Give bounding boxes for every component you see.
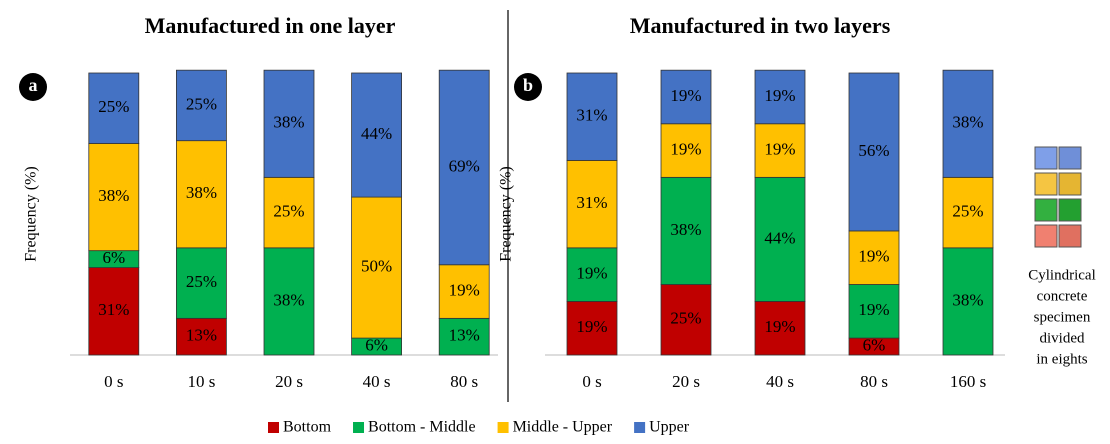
legend-swatch [497,422,509,433]
x-tick-label: 0 s [582,372,601,391]
data-label: 19% [576,317,607,336]
legend-swatch [634,422,646,433]
data-label: 19% [670,86,701,105]
panel-badge [19,73,47,101]
side-note: specimen [1034,309,1091,325]
bar-segment [263,247,315,356]
bar-segment [942,69,994,178]
data-label: 19% [764,139,795,158]
bar-segment [438,69,490,266]
bar-segment [660,176,712,285]
data-label: 50% [361,256,392,275]
bar-segment [566,160,618,249]
bar-segment [438,317,490,356]
data-label: 13% [449,326,480,345]
data-label: 19% [449,280,480,299]
x-tick-label: 40 s [363,372,391,391]
bar-segment [88,143,140,252]
y-axis-label: Frequency (%) [498,166,515,262]
panel-badge [514,73,542,101]
data-label: 31% [576,106,607,125]
data-label: 31% [98,300,129,319]
data-label: 19% [670,139,701,158]
data-label: 6% [102,248,125,267]
data-label: 25% [186,94,217,113]
bar-segment [848,284,900,339]
data-label: 19% [764,317,795,336]
bar-segment [660,69,712,125]
data-label: 56% [858,141,889,160]
data-label: 19% [764,86,795,105]
bar-segment [848,72,900,232]
data-label: 44% [764,228,795,247]
bar-segment [566,301,618,356]
bar-segment [754,69,806,125]
legend-label: Bottom - Middle [368,419,476,436]
x-tick-label: 160 s [950,372,986,391]
data-label: 38% [273,113,304,132]
side-note: concrete [1037,288,1088,304]
bar-segment [263,69,315,178]
side-note: Cylindrical [1028,267,1096,283]
bar-segment [848,230,900,285]
x-tick-label: 80 s [860,372,888,391]
data-label: 19% [858,300,889,319]
side-note: in eights [1036,351,1087,367]
data-label: 25% [273,201,304,220]
bar-segment [942,247,994,356]
data-label: 38% [952,290,983,309]
data-label: 6% [365,335,388,354]
data-label: 13% [186,326,217,345]
legend-label: Upper [649,419,690,436]
data-label: 38% [186,183,217,202]
data-label: 25% [186,272,217,291]
data-label: 19% [858,247,889,266]
data-label: 31% [576,193,607,212]
data-label: 25% [952,201,983,220]
bar-segment [175,69,227,142]
bar-segment [660,123,712,178]
x-tick-label: 10 s [187,372,215,391]
x-tick-label: 20 s [275,372,303,391]
legend-label: Middle - Upper [513,419,613,436]
side-note: divided [1040,330,1085,346]
chart-title: Manufactured in one layer [145,13,396,38]
y-axis-label: Frequency (%) [23,166,40,262]
panel-label: a [29,75,38,95]
data-label: 25% [670,309,701,328]
data-label: 6% [863,335,886,354]
bar-segment [566,247,618,302]
bar-segment [175,140,227,249]
x-tick-label: 40 s [766,372,794,391]
legend-swatch [353,422,365,433]
x-tick-label: 80 s [450,372,478,391]
data-label: 38% [670,220,701,239]
data-label: 25% [98,97,129,116]
bar-segment [88,72,140,144]
x-tick-label: 20 s [672,372,700,391]
bar-segment [88,267,140,356]
data-label: 44% [361,124,392,143]
bar-segment [175,247,227,319]
chart-title: Manufactured in two layers [630,13,891,38]
bar-segment [660,284,712,356]
data-label: 38% [952,113,983,132]
specimen-icon [1034,146,1082,248]
data-label: 38% [98,186,129,205]
bar-segment [754,123,806,178]
bar-segment [438,264,490,319]
bar-segment [351,72,403,198]
legend-swatch [268,422,279,433]
bar-segment [175,317,227,356]
bar-segment [566,72,618,161]
data-label: 38% [273,290,304,309]
data-label: 19% [576,264,607,283]
panel-label: b [523,75,533,95]
data-label: 69% [449,156,480,175]
legend-label: Bottom [283,419,332,436]
x-tick-label: 0 s [104,372,123,391]
